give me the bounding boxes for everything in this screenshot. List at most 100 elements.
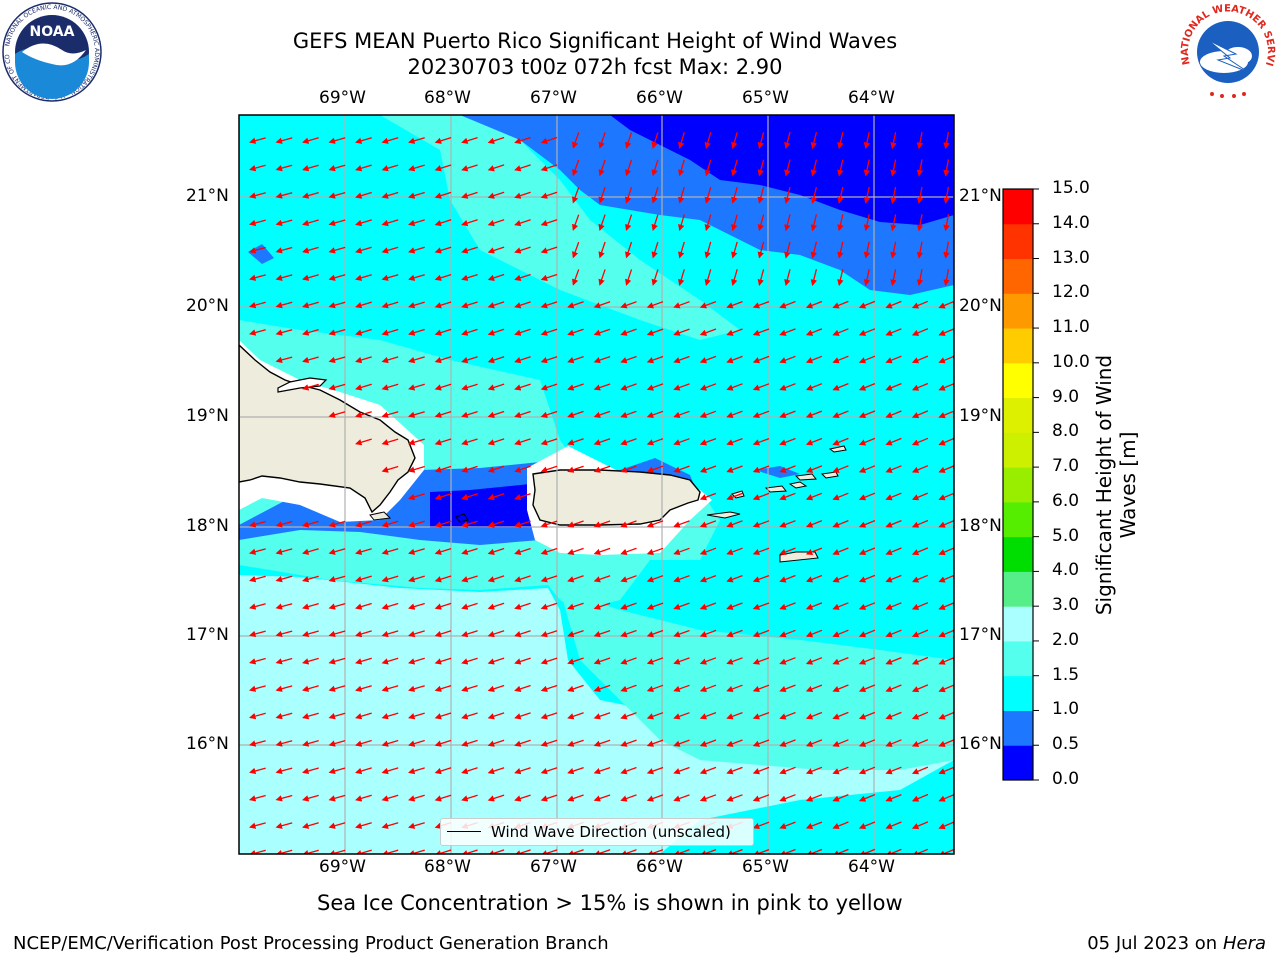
wave-direction-arrow xyxy=(805,300,823,309)
wave-direction-arrow xyxy=(699,383,717,391)
wave-direction-arrow xyxy=(593,684,611,692)
wave-direction-arrow xyxy=(858,328,876,336)
wave-direction-arrow xyxy=(916,241,924,259)
wave-direction-arrow xyxy=(938,739,954,747)
wave-direction-arrow xyxy=(381,822,399,829)
wave-direction-arrow xyxy=(646,355,664,364)
wave-direction-arrow xyxy=(408,739,425,747)
wave-direction-arrow xyxy=(275,219,293,227)
wave-direction-arrow xyxy=(540,191,558,199)
wave-direction-arrow xyxy=(540,136,558,144)
colorbar-segment xyxy=(1003,571,1033,607)
wave-direction-arrow xyxy=(810,241,818,259)
wave-direction-arrow xyxy=(567,547,584,555)
lon-label-top-67: 67°W xyxy=(530,88,577,108)
wave-direction-arrow xyxy=(943,241,950,259)
wave-direction-arrow xyxy=(858,793,876,802)
wave-direction-arrow xyxy=(514,164,531,172)
wave-direction-arrow xyxy=(726,794,743,802)
wave-direction-arrow xyxy=(731,132,738,149)
wave-direction-arrow xyxy=(487,465,505,473)
wave-direction-arrow xyxy=(699,492,717,501)
wave-direction-arrow xyxy=(699,794,717,802)
wave-direction-arrow xyxy=(832,410,849,419)
wave-direction-arrow xyxy=(885,382,902,391)
wave-direction-arrow xyxy=(593,602,611,610)
wave-direction-arrow xyxy=(408,246,425,254)
wave-direction-arrow xyxy=(678,159,685,177)
wave-direction-arrow xyxy=(779,410,796,419)
wave-direction-arrow xyxy=(540,438,558,446)
wave-direction-arrow xyxy=(885,848,902,854)
wave-direction-arrow xyxy=(434,136,452,144)
wave-direction-arrow xyxy=(381,712,399,720)
wave-direction-arrow xyxy=(911,602,929,610)
wave-direction-arrow xyxy=(593,438,611,446)
wave-direction-arrow xyxy=(302,274,319,281)
wave-direction-arrow xyxy=(805,383,823,391)
wave-direction-arrow xyxy=(593,575,611,583)
wave-direction-arrow xyxy=(673,712,690,720)
lat-label-left-16: 16°N xyxy=(186,734,229,754)
wave-direction-arrow xyxy=(487,849,505,854)
land-st-thomas xyxy=(764,485,787,493)
wave-direction-arrow xyxy=(487,383,505,391)
wave-direction-arrow xyxy=(572,159,580,177)
lat-label-left-21: 21°N xyxy=(186,186,229,206)
wave-direction-arrow xyxy=(620,684,637,692)
wave-direction-arrow xyxy=(651,269,659,286)
wave-direction-arrow xyxy=(328,219,346,227)
wave-direction-arrow xyxy=(726,355,743,364)
wave-direction-arrow xyxy=(704,269,712,286)
wave-direction-arrow xyxy=(673,657,690,665)
wave-direction-arrow xyxy=(540,849,558,854)
wave-direction-arrow xyxy=(461,794,478,802)
wave-direction-arrow xyxy=(514,684,531,692)
wave-direction-arrow xyxy=(567,410,584,418)
wave-direction-arrow xyxy=(381,246,399,254)
wave-direction-arrow xyxy=(938,465,954,473)
wave-direction-arrow xyxy=(514,301,531,309)
wave-direction-arrow xyxy=(408,191,425,199)
wave-direction-arrow xyxy=(651,187,659,204)
colorbar-segment xyxy=(1003,745,1033,781)
wave-direction-arrow xyxy=(646,602,664,610)
lon-label-bottom-66: 66°W xyxy=(636,857,683,877)
land-virgin-gorda xyxy=(820,471,839,479)
wave-direction-arrow xyxy=(646,520,664,528)
wave-direction-arrow xyxy=(514,191,531,199)
wave-direction-arrow xyxy=(593,794,611,802)
wave-direction-arrow xyxy=(890,269,897,287)
wave-direction-arrow xyxy=(487,246,505,254)
wave-direction-arrow xyxy=(911,355,929,364)
wave-direction-arrow xyxy=(673,547,690,555)
wave-direction-arrow xyxy=(275,822,293,829)
wave-direction-arrow xyxy=(434,273,452,281)
wave-direction-arrow xyxy=(885,656,902,665)
wave-direction-arrow xyxy=(275,740,293,747)
wave-direction-arrow xyxy=(858,629,876,638)
wave-direction-arrow xyxy=(805,848,823,854)
colorbar-segment xyxy=(1003,675,1033,711)
wave-direction-arrow xyxy=(598,132,606,149)
wave-direction-arrow xyxy=(757,241,765,259)
wave-direction-arrow xyxy=(731,269,738,286)
wave-direction-arrow xyxy=(567,575,584,583)
wave-direction-arrow xyxy=(620,383,637,391)
colorbar-tick-label: 0.0 xyxy=(1052,769,1080,789)
wave-direction-arrow xyxy=(328,246,346,254)
wave-direction-arrow xyxy=(461,438,478,446)
wave-direction-arrow xyxy=(487,575,505,583)
wave-direction-arrow xyxy=(916,214,924,232)
chart-subtitle: 20230703 t00z 072h fcst Max: 2.90 xyxy=(407,55,783,79)
wave-direction-arrow xyxy=(752,602,770,610)
wave-direction-arrow xyxy=(620,410,637,418)
wave-direction-arrow xyxy=(461,712,478,720)
wave-direction-arrow xyxy=(805,739,823,747)
wave-direction-arrow xyxy=(805,711,823,720)
wave-direction-arrow xyxy=(620,849,637,854)
wave-direction-arrow xyxy=(487,328,505,336)
wave-direction-arrow xyxy=(938,602,954,610)
colorbar-segment xyxy=(1003,640,1033,677)
wave-direction-arrow xyxy=(355,356,372,364)
